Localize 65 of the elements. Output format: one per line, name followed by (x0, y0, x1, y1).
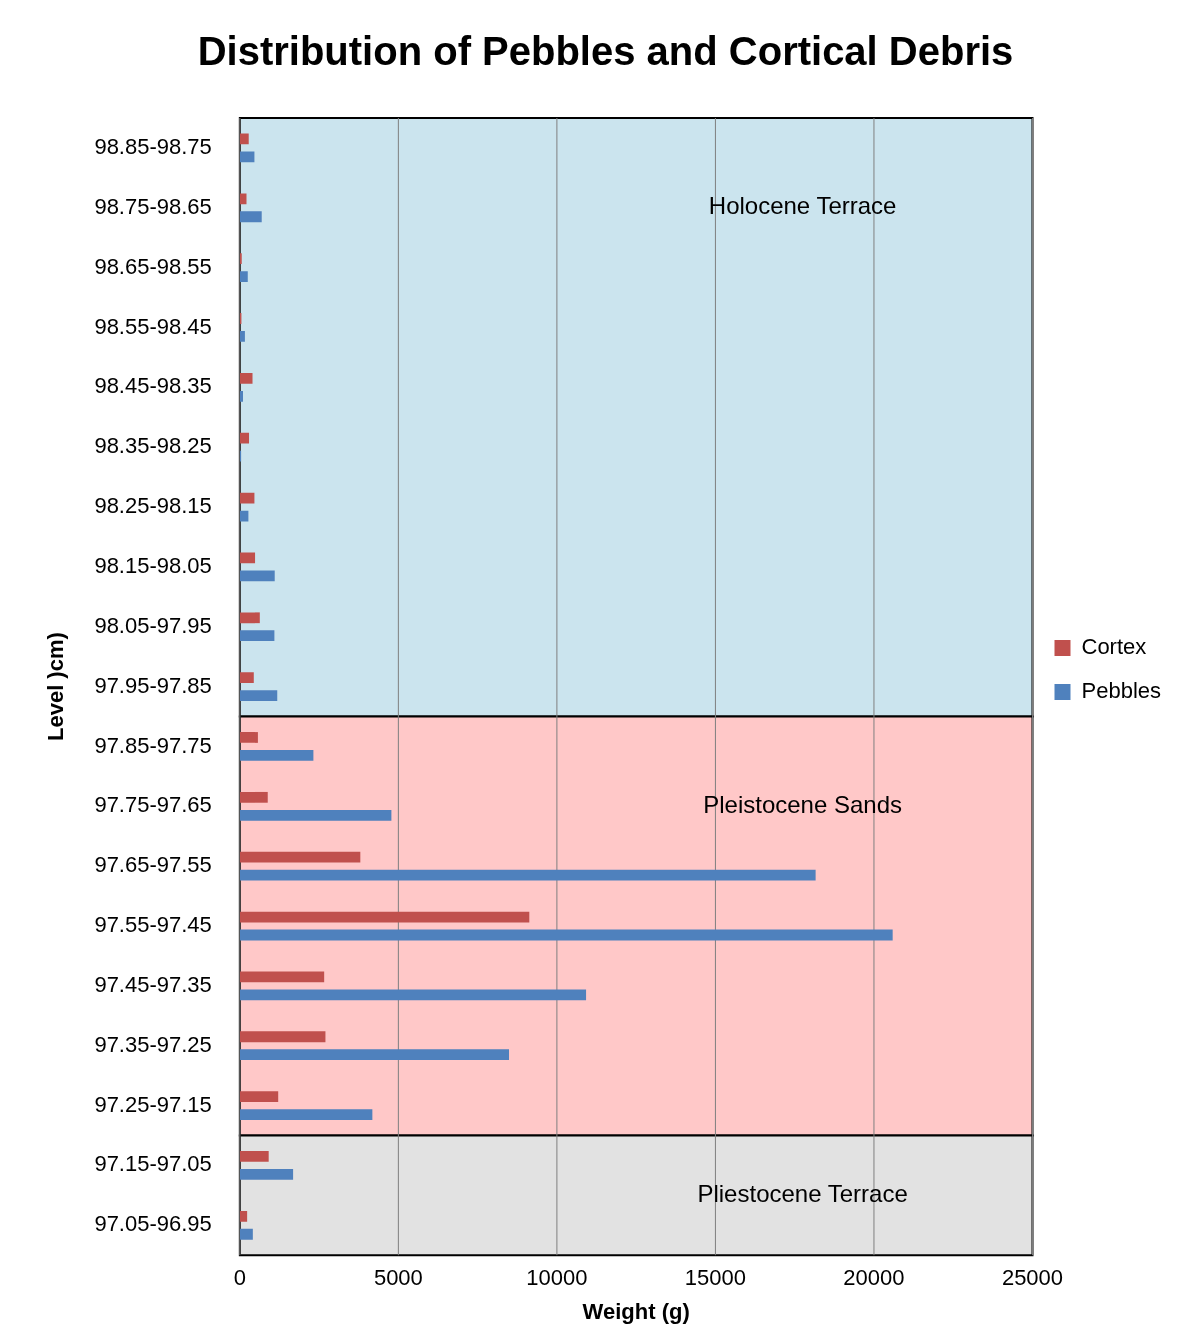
y-tick-label: 98.85-98.75 (94, 133, 212, 159)
bar (239, 911, 530, 923)
y-tick-label: 97.15-97.05 (94, 1151, 212, 1177)
bar (239, 271, 248, 282)
band-label: Pleistocene Sands (703, 790, 903, 818)
x-tick-label: 0 (233, 1265, 246, 1291)
y-tick-label: 97.55-97.45 (94, 912, 212, 938)
bar (239, 1210, 248, 1222)
bar (239, 672, 254, 684)
bar (239, 133, 249, 145)
bar (239, 1091, 279, 1102)
x-tick-label: 10000 (526, 1265, 588, 1291)
y-tick-label: 97.75-97.65 (94, 792, 212, 818)
y-tick-label: 97.95-97.85 (94, 672, 212, 698)
y-tick-label: 97.45-97.35 (94, 971, 212, 997)
bar (239, 390, 243, 402)
bar (239, 432, 250, 444)
bar (239, 1151, 269, 1162)
bar (239, 851, 361, 863)
x-tick-label: 15000 (684, 1265, 747, 1291)
bar (239, 570, 275, 582)
bar (239, 809, 392, 821)
y-tick-label: 98.75-98.65 (94, 193, 212, 219)
y-tick-label: 98.35-98.25 (94, 433, 212, 459)
bar (239, 372, 253, 384)
bar (239, 552, 256, 564)
bar (239, 1169, 294, 1180)
bar (239, 732, 258, 743)
bar (239, 690, 278, 701)
bar (239, 791, 268, 803)
y-tick-label: 97.25-97.15 (94, 1091, 212, 1117)
y-tick-label: 98.55-98.45 (94, 313, 212, 339)
bar (239, 750, 314, 761)
band-label: Pliestocene Terrace (697, 1179, 908, 1207)
bar (239, 331, 245, 342)
y-tick-label: 98.65-98.55 (94, 253, 212, 279)
bar (239, 1109, 373, 1120)
y-tick-label: 98.25-98.15 (94, 493, 212, 519)
bar (239, 929, 893, 941)
y-tick-label: 98.45-98.35 (94, 373, 212, 399)
y-tick-label: 98.15-98.05 (94, 552, 212, 578)
bar (239, 193, 247, 205)
x-tick-label: 25000 (1001, 1265, 1064, 1291)
legend-label: Pebbles (1081, 678, 1162, 704)
bar (239, 869, 816, 881)
y-tick-label: 97.05-96.95 (94, 1211, 212, 1237)
bar (239, 211, 262, 223)
legend-label: Cortex (1081, 634, 1147, 660)
bar (239, 1228, 253, 1240)
y-tick-label: 97.85-97.75 (94, 732, 212, 758)
band-label: Holocene Terrace (708, 192, 897, 220)
x-tick-label: 20000 (843, 1265, 905, 1291)
chart-title: Distribution of Pebbles and Cortical Debris (197, 29, 1014, 74)
y-tick-label: 97.65-97.55 (94, 852, 212, 878)
x-tick-label: 5000 (373, 1265, 423, 1291)
bar (239, 971, 325, 983)
bar (239, 989, 587, 1001)
x-axis-title: Weight (g) (582, 1298, 690, 1324)
bar (239, 1049, 510, 1061)
y-tick-label: 98.05-97.95 (94, 612, 212, 638)
y-axis-title: Level )cm) (43, 632, 69, 742)
bar (239, 1031, 326, 1043)
y-tick-label: 97.35-97.25 (94, 1031, 212, 1057)
bar (239, 630, 275, 642)
bar (239, 612, 260, 624)
